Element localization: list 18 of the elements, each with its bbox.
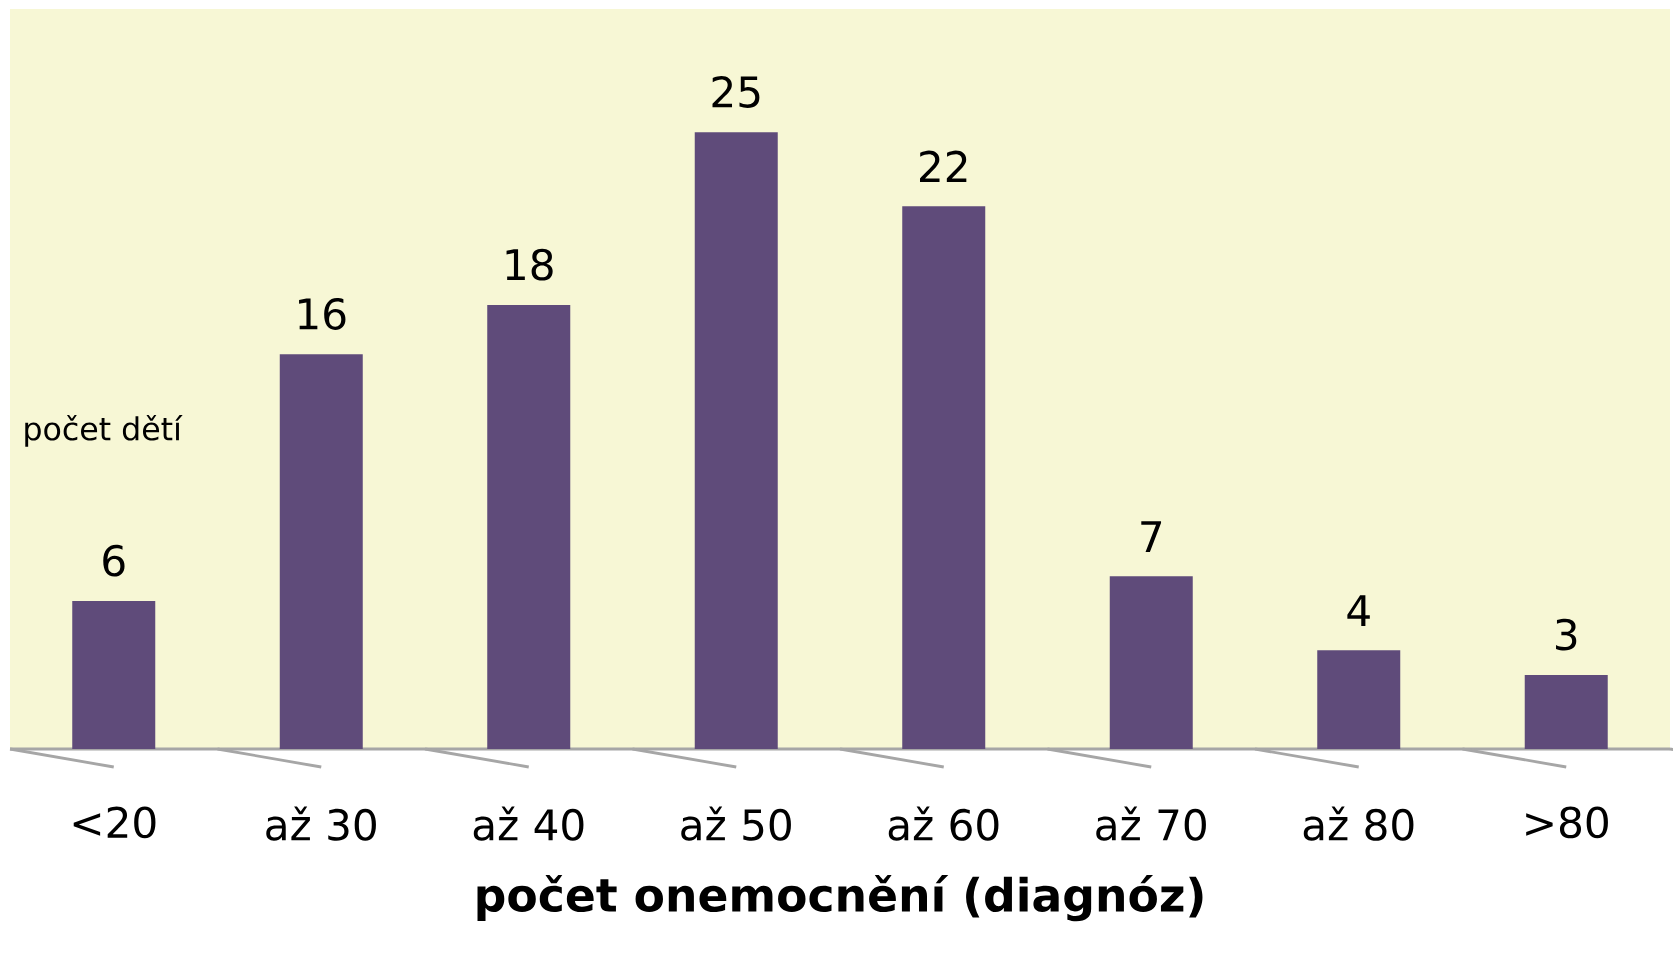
data-label: 7 bbox=[1141, 521, 1162, 552]
data-label: 16 bbox=[299, 298, 346, 330]
x-tick-label: až 30 bbox=[266, 806, 376, 841]
x-tick-label: až 60 bbox=[888, 806, 999, 841]
x-tick-label: až 70 bbox=[1096, 806, 1206, 841]
y-axis-title: počet dětí bbox=[25, 414, 183, 447]
data-label: 6 bbox=[103, 544, 125, 577]
data-label: 25 bbox=[712, 76, 760, 108]
x-axis-title: počet onemocnění (diagnóz) bbox=[477, 874, 1203, 922]
data-label: 3 bbox=[1556, 618, 1577, 651]
data-label: 22 bbox=[920, 150, 967, 182]
data-label: 4 bbox=[1347, 595, 1370, 626]
x-tick-label: >80 bbox=[1526, 806, 1608, 839]
data-label: 18 bbox=[506, 248, 553, 281]
x-tick-label: <20 bbox=[73, 806, 156, 839]
x-tick-label: až 80 bbox=[1303, 806, 1414, 841]
x-tick-label: až 50 bbox=[681, 806, 791, 841]
x-tick-label: až 40 bbox=[473, 806, 584, 841]
